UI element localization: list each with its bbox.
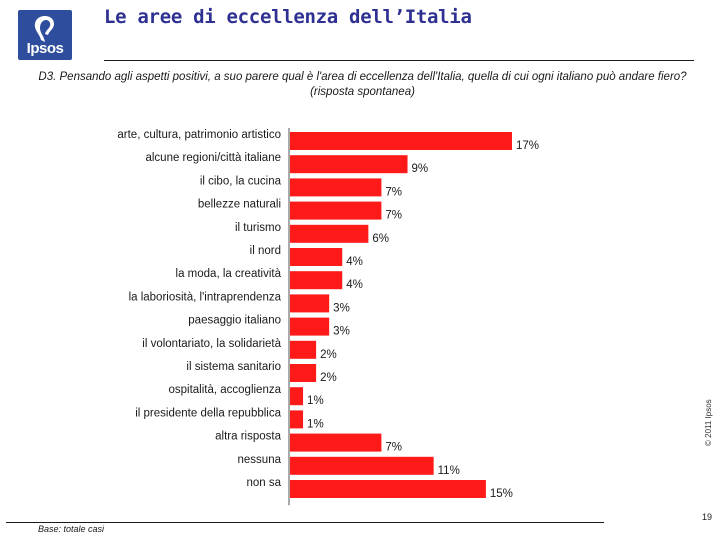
value-label: 7% — [385, 210, 402, 222]
page-title: Le aree di eccellenza dell’Italia — [104, 6, 472, 28]
value-label: 17% — [516, 140, 539, 152]
value-label: 1% — [307, 395, 324, 407]
category-label: paesaggio italiano — [188, 315, 281, 327]
bar — [290, 155, 408, 174]
ipsos-figure-icon — [34, 16, 54, 42]
value-label: 7% — [385, 442, 402, 454]
base-note: Base: totale casi — [38, 524, 105, 534]
category-label: nessuna — [238, 454, 282, 466]
value-label: 7% — [385, 186, 402, 198]
bar — [290, 480, 486, 498]
category-label: bellezze naturali — [198, 199, 281, 211]
bar — [290, 248, 343, 266]
category-label: il volontariato, la solidarietà — [142, 338, 281, 350]
category-label: la moda, la creatività — [176, 268, 282, 280]
bar — [290, 410, 304, 429]
category-label: il turismo — [235, 222, 281, 234]
category-label: arte, cultura, patrimonio artistico — [117, 129, 281, 141]
value-label: 9% — [412, 163, 429, 175]
category-label: la laboriosità, l'intraprendenza — [129, 291, 282, 303]
bar — [290, 201, 382, 220]
value-label: 2% — [320, 372, 337, 384]
value-label: 2% — [320, 349, 337, 361]
bar — [290, 224, 369, 243]
category-label: il cibo, la cucina — [200, 175, 282, 187]
bar — [290, 387, 304, 406]
title-divider — [104, 60, 694, 61]
value-label: 1% — [307, 418, 324, 430]
survey-question: D3. Pensando agli aspetti positivi, a su… — [38, 71, 687, 98]
footer-divider — [6, 522, 604, 523]
value-label: 3% — [333, 326, 350, 338]
value-label: 15% — [490, 488, 513, 500]
bar — [290, 294, 330, 313]
value-label: 6% — [372, 233, 389, 245]
category-label: il nord — [250, 245, 281, 257]
value-label: 3% — [333, 302, 350, 314]
category-label: non sa — [246, 477, 281, 489]
bar — [290, 364, 317, 382]
value-label: 11% — [438, 465, 460, 477]
category-label: alcune regioni/città italiane — [145, 152, 281, 164]
bar — [290, 178, 382, 197]
logo-text: Ipsos — [26, 40, 64, 57]
bar — [290, 340, 317, 359]
page-number: 19 — [702, 512, 713, 522]
ipsos-logo: Ipsos — [18, 10, 72, 60]
category-label: ospitalità, accoglienza — [168, 384, 281, 396]
bar — [290, 317, 330, 336]
copyright-notice: © 2011 Ipsos — [704, 399, 713, 446]
bar — [290, 132, 512, 150]
bar — [290, 456, 434, 475]
category-label: il sistema sanitario — [186, 361, 281, 373]
value-label: 4% — [346, 256, 363, 268]
bar — [290, 433, 382, 452]
category-label: il presidente della repubblica — [135, 407, 281, 419]
bar — [290, 271, 343, 290]
category-label: altra risposta — [215, 431, 281, 443]
value-label: 4% — [346, 279, 363, 291]
